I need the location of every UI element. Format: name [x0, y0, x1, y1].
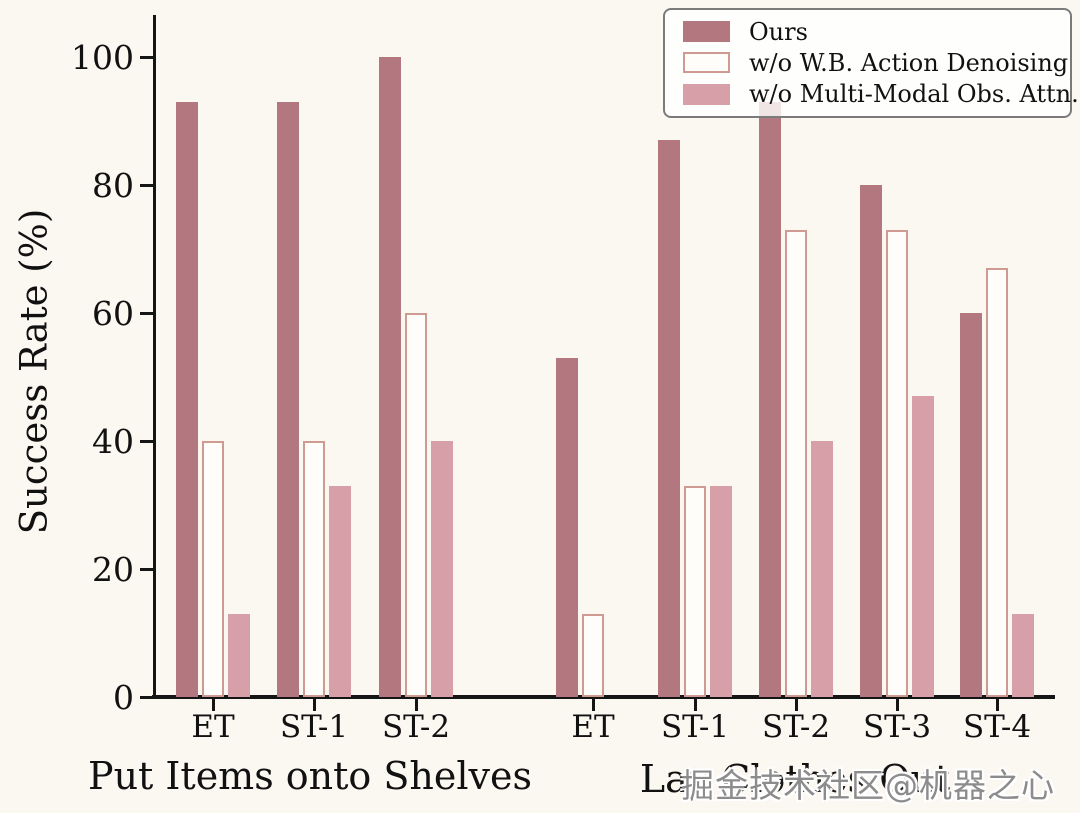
x-tick-label-st-4: ST-4 [962, 709, 1032, 745]
bar [379, 57, 401, 697]
bar [986, 268, 1008, 697]
bar [1012, 613, 1034, 697]
x-axis-line [152, 695, 1055, 699]
legend-swatch-wo-wb-action-denoising [683, 52, 730, 74]
y-tick-mark [140, 311, 153, 315]
y-axis-title: Success Rate (%) [12, 208, 56, 535]
y-tick-mark [140, 55, 153, 59]
y-tick-label: 80 [92, 166, 134, 205]
bar [582, 613, 604, 697]
x-tick-label-st-2: ST-2 [381, 709, 451, 745]
bar [329, 485, 351, 697]
x-tick-label-st-1: ST-1 [279, 709, 349, 745]
y-tick-label: 60 [92, 294, 134, 333]
x-tick-label-st-3: ST-3 [862, 709, 932, 745]
bar [176, 101, 198, 697]
watermark: 掘金技术社区@机器之心 [681, 766, 1055, 805]
bar [811, 441, 833, 697]
x-tick-mark [794, 699, 798, 711]
x-tick-label-st-2: ST-2 [761, 709, 831, 745]
legend-row-wo-wb-action-denoising: w/o W.B. Action Denoising [675, 48, 1070, 78]
y-tick-label: 20 [92, 550, 134, 589]
legend-swatch-wo-multi-modal-obs-attn [683, 83, 730, 105]
x-tick-label-et: ET [571, 709, 615, 745]
bar [886, 229, 908, 697]
bar [710, 485, 732, 697]
y-tick-label: 100 [71, 38, 134, 77]
legend: Ours w/o W.B. Action Denoising w/o Multi… [663, 8, 1079, 118]
x-tick-mark [693, 699, 697, 711]
bar [960, 313, 982, 697]
bar [556, 357, 578, 697]
legend-row-wo-multi-modal-obs-attn: w/o Multi-Modal Obs. Attn. [675, 79, 1079, 109]
legend-label-wo-multi-modal-obs-attn: w/o Multi-Modal Obs. Attn. [749, 80, 1079, 109]
bar [405, 313, 427, 697]
legend-label-ours: Ours [749, 17, 808, 46]
y-tick-mark [140, 439, 153, 443]
legend-swatch-ours [683, 21, 730, 43]
y-axis-line [153, 15, 156, 699]
bar [912, 396, 934, 697]
group-label-lay-clothes-out: Lay Clothes Out [639, 757, 951, 801]
legend-label-wo-wb-action-denoising: w/o W.B. Action Denoising [749, 48, 1069, 77]
x-tick-mark [591, 699, 595, 711]
y-tick-mark [140, 695, 153, 699]
y-tick-label: 40 [92, 422, 134, 461]
bar [658, 140, 680, 697]
bar [684, 485, 706, 697]
y-tick-mark [140, 567, 153, 571]
bar [860, 185, 882, 697]
legend-row-ours: Ours [675, 17, 1070, 47]
bar [277, 101, 299, 697]
x-tick-label-et: ET [191, 709, 235, 745]
y-tick-mark [140, 183, 153, 187]
x-tick-mark [414, 699, 418, 711]
bar [431, 441, 453, 697]
bar [785, 229, 807, 697]
x-tick-label-st-1: ST-1 [660, 709, 730, 745]
bar [303, 441, 325, 697]
x-tick-mark [211, 699, 215, 711]
bar [228, 613, 250, 697]
x-tick-mark [895, 699, 899, 711]
x-tick-mark [312, 699, 316, 711]
y-tick-label: 0 [113, 678, 134, 717]
bar [202, 441, 224, 697]
bar [759, 101, 781, 697]
group-label-put-items-onto-shelves: Put Items onto Shelves [88, 754, 532, 798]
x-tick-mark [995, 699, 999, 711]
